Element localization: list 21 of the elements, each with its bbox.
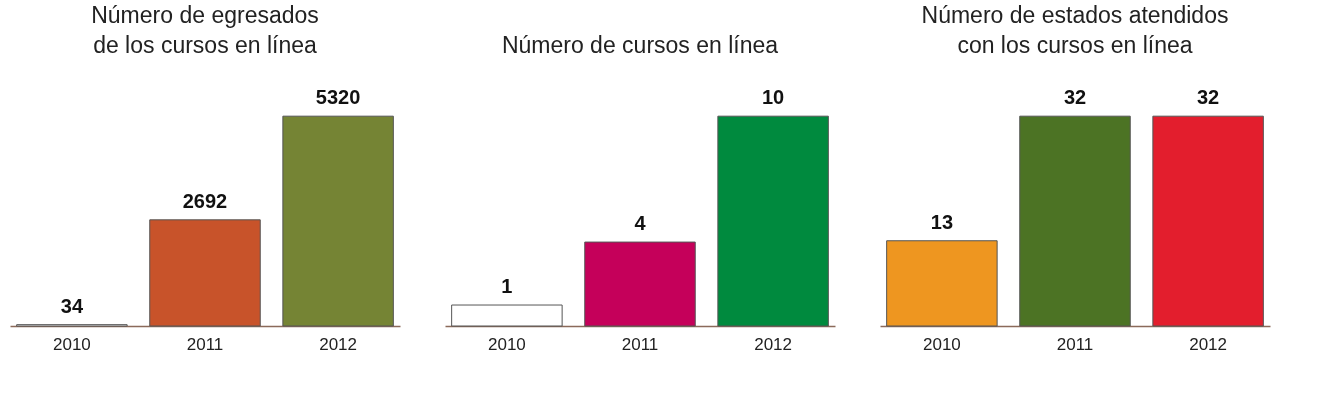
data-label: 4 [634, 212, 647, 235]
x-tick-label: 2011 [186, 334, 224, 354]
x-tick-label: 2011 [1056, 334, 1094, 354]
chart-title: Número de estados atendidos con los cursos en línea [921, 2, 1229, 59]
x-tick-label: 2010 [52, 334, 91, 354]
x-tick-label: 2012 [754, 334, 793, 354]
chart-title: Número de cursos en línea [501, 32, 779, 59]
data-label: 13 [930, 210, 954, 233]
x-tick-label: 2011 [621, 334, 659, 354]
x-tick-label: 2012 [319, 334, 358, 354]
data-label: 32 [1063, 86, 1087, 109]
data-label: 34 [60, 294, 84, 317]
x-tick-label: 2010 [922, 334, 961, 354]
data-label: 5320 [315, 86, 361, 109]
chart-title: Número de egresados de los cursos en línea [91, 2, 319, 59]
x-tick-label: 2010 [487, 334, 526, 354]
x-tick-label: 2012 [1189, 334, 1228, 354]
data-label: 32 [1196, 86, 1220, 109]
data-label: 10 [761, 86, 785, 109]
data-label: 2692 [182, 189, 228, 212]
data-label: 1 [501, 275, 513, 298]
